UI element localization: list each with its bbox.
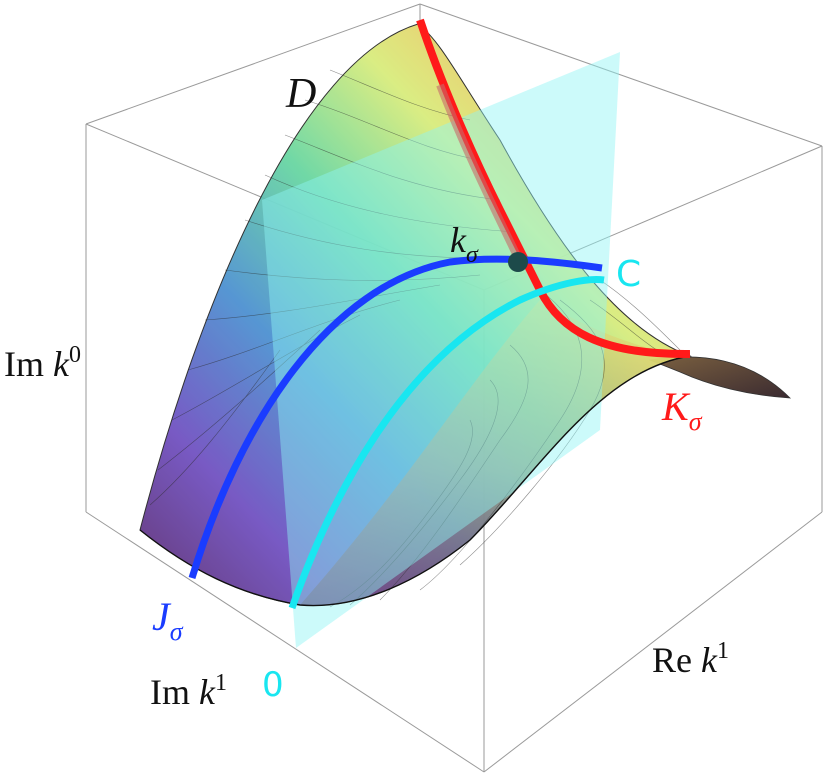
label-curve-J-sigma: Jσ — [152, 594, 184, 646]
label-point-k-sigma: kσ — [450, 220, 479, 268]
label-surface-D: D — [285, 71, 316, 117]
surface-wing — [648, 356, 792, 399]
surface-front-edge — [139, 355, 691, 607]
curve-K-sigma-mid — [436, 83, 522, 260]
label-origin: 0 — [262, 665, 284, 705]
point-k-sigma — [508, 252, 528, 272]
label-curve-K-sigma: Kσ — [661, 384, 703, 436]
plane-C — [262, 52, 620, 648]
axis-label-y: Im k1 — [150, 670, 227, 712]
axis-label-z: Im k0 — [4, 342, 81, 384]
surface-front-fold — [300, 300, 690, 606]
curve-J-sigma — [188, 255, 603, 580]
curve-C — [288, 276, 605, 610]
axis-label-x: Re k1 — [652, 638, 729, 680]
label-curve-C: C — [616, 254, 641, 295]
